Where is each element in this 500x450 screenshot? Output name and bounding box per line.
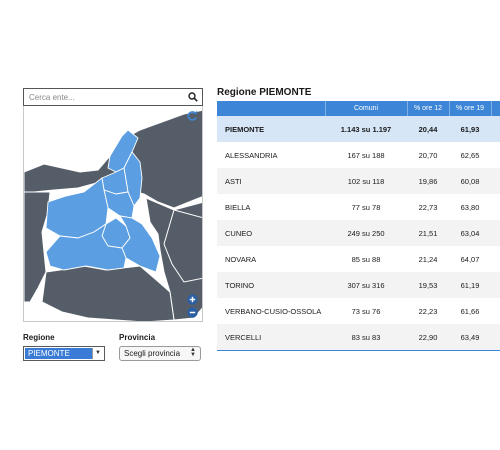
row-name[interactable]: ASTI [217,168,325,194]
row-ore19: 61,19 [449,272,491,298]
header-ore12[interactable]: % ore 12 [406,101,449,116]
province-cuneo[interactable] [45,222,127,271]
piemonte-provinces[interactable] [45,129,161,273]
table-row[interactable]: VERCELLI 83 su 83 22,90 63,49 [217,324,500,351]
row-name[interactable]: ALESSANDRIA [217,142,325,168]
header-comuni[interactable]: Comuni [324,101,407,116]
row-extra [491,220,500,246]
table-title: Regione PIEMONTE [217,87,312,98]
table-row[interactable]: BIELLA 77 su 78 22,73 63,80 [217,194,500,220]
row-ore19: 63,49 [449,324,491,351]
row-comuni: 102 su 118 [325,168,407,194]
region-select-value: PIEMONTE [25,348,93,359]
row-ore12: 19,86 [407,168,449,194]
row-comuni: 249 su 250 [325,220,407,246]
row-comuni: 85 su 88 [325,246,407,272]
row-name[interactable]: VERBANO-CUSIO-OSSOLA [217,298,325,324]
row-ore12: 19,53 [407,272,449,298]
row-extra [491,246,500,272]
region-select[interactable]: PIEMONTE ▼ [23,346,105,361]
search-icon[interactable] [188,92,198,102]
province-select[interactable]: Scegli provincia ▲ ▼ [119,346,201,361]
chevron-down-icon[interactable]: ▼ [92,348,103,359]
header-extra [490,101,500,116]
row-ore12: 20,44 [407,116,449,142]
neighbor-liguria [41,265,175,321]
row-name[interactable]: PIEMONTE [217,116,325,142]
row-comuni: 167 su 188 [325,142,407,168]
search-input[interactable] [24,89,189,105]
row-ore19: 63,80 [449,194,491,220]
map-panel [23,106,203,322]
row-name[interactable]: CUNEO [217,220,325,246]
neighbor-france [24,191,51,303]
results-table: Comuni % ore 12 % ore 19 PIEMONTE 1.143 … [217,101,500,351]
row-ore19: 64,07 [449,246,491,272]
search-box[interactable] [23,88,203,106]
table-row[interactable]: VERBANO-CUSIO-OSSOLA 73 su 76 22,23 61,6… [217,298,500,324]
row-ore12: 22,73 [407,194,449,220]
row-ore12: 21,24 [407,246,449,272]
row-comuni: 77 su 78 [325,194,407,220]
row-extra [491,168,500,194]
region-map[interactable] [24,106,203,322]
zoom-in-icon[interactable] [187,294,198,305]
row-comuni: 73 su 76 [325,298,407,324]
zoom-out-icon[interactable] [187,307,198,318]
province-alessandria[interactable] [119,215,161,273]
row-ore12: 20,70 [407,142,449,168]
row-comuni: 307 su 316 [325,272,407,298]
row-name[interactable]: NOVARA [217,246,325,272]
row-ore19: 63,04 [449,220,491,246]
table-row[interactable]: TORINO 307 su 316 19,53 61,19 [217,272,500,298]
refresh-icon[interactable] [186,110,198,122]
header-ore19[interactable]: % ore 19 [448,101,491,116]
row-extra [491,194,500,220]
row-extra [491,116,500,142]
table-row[interactable]: CUNEO 249 su 250 21,51 63,04 [217,220,500,246]
province-select-value: Scegli provincia [124,349,181,358]
table-row[interactable]: NOVARA 85 su 88 21,24 64,07 [217,246,500,272]
row-name[interactable]: TORINO [217,272,325,298]
row-extra [491,298,500,324]
row-ore12: 21,51 [407,220,449,246]
row-ore19: 60,08 [449,168,491,194]
updown-arrows-icon[interactable]: ▲ ▼ [190,347,196,358]
table-row-region[interactable]: PIEMONTE 1.143 su 1.197 20,44 61,93 [217,116,500,142]
row-ore12: 22,23 [407,298,449,324]
table-header-row: Comuni % ore 12 % ore 19 [217,101,500,116]
province-select-label: Provincia [119,333,156,342]
row-comuni: 83 su 83 [325,324,407,351]
row-ore12: 22,90 [407,324,449,351]
province-torino[interactable] [45,177,109,239]
neighbor-regions [24,109,202,321]
row-ore19: 62,65 [449,142,491,168]
row-extra [491,272,500,298]
header-name [217,101,325,116]
row-comuni: 1.143 su 1.197 [325,116,407,142]
province-vercelli[interactable] [103,189,135,219]
row-name[interactable]: VERCELLI [217,324,325,351]
region-select-label: Regione [23,333,55,342]
row-extra [491,142,500,168]
table-row[interactable]: ALESSANDRIA 167 su 188 20,70 62,65 [217,142,500,168]
row-ore19: 61,66 [449,298,491,324]
neighbor-emilia [163,209,202,283]
row-ore19: 61,93 [449,116,491,142]
row-extra [491,324,500,351]
table-row[interactable]: ASTI 102 su 118 19,86 60,08 [217,168,500,194]
row-name[interactable]: BIELLA [217,194,325,220]
